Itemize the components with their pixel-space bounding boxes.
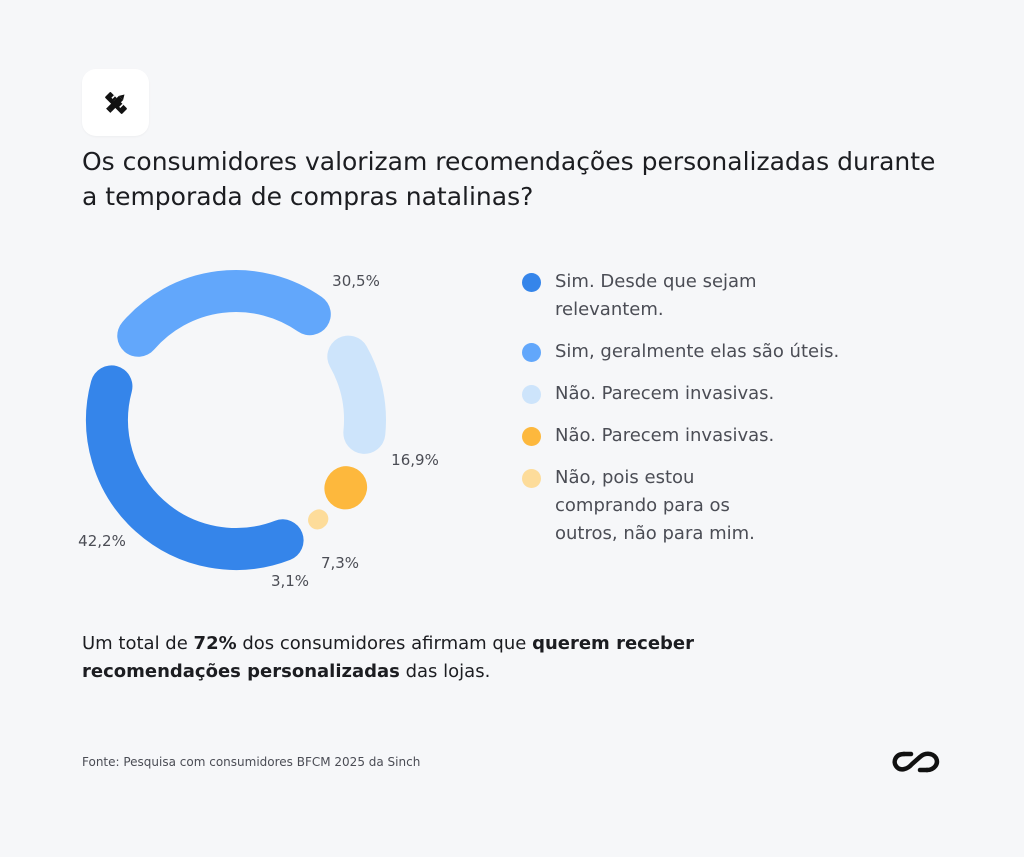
summary-highlight-text: querem receber recomendações personaliza…: [82, 633, 695, 682]
summary-middle: dos consumidores afirmam que: [236, 633, 533, 654]
legend-label: Sim, geralmente elas são úteis.: [555, 341, 840, 362]
donut-slice: [117, 270, 331, 357]
legend-item: Não. Parecem invasivas.: [522, 380, 942, 408]
slice-value-label: 30,5%: [332, 272, 380, 290]
source-note: Fonte: Pesquisa com consumidores BFCM 20…: [82, 755, 421, 769]
slice-value-label: 3,1%: [271, 572, 309, 590]
legend-item: Não. Parecem invasivas.: [522, 422, 942, 450]
legend-item: Sim, geralmente elas são úteis.: [522, 338, 942, 366]
summary-prefix: Um total de: [82, 633, 194, 654]
legend-swatch: [522, 343, 541, 362]
page-title: Os consumidores valorizam recomendações …: [82, 147, 936, 211]
header-icon-tile: [82, 69, 149, 136]
legend-label: Não, pois estou comprando para os outros…: [555, 467, 755, 544]
legend-item: Não, pois estou comprando para os outros…: [522, 464, 785, 548]
legend-item: Sim. Desde que sejam relevantem.: [522, 268, 815, 324]
legend-label: Sim. Desde que sejam relevantem.: [555, 271, 757, 320]
chart-legend: Sim. Desde que sejam relevantem. Sim, ger…: [522, 268, 942, 548]
slice-value-label: 16,9%: [391, 451, 439, 469]
legend-swatch: [522, 469, 541, 488]
summary-suffix: das lojas.: [399, 661, 491, 682]
pencil-ruler-icon: [104, 91, 127, 114]
summary-highlight-pct: 72%: [193, 633, 237, 654]
sinch-logo-icon: [892, 751, 940, 773]
summary-text: Um total de 72% dos consumidores afirmam…: [82, 630, 782, 686]
donut-chart: 42,2% 30,5% 16,9% 7,3% 3,1%: [78, 270, 439, 590]
legend-label: Não. Parecem invasivas.: [555, 383, 775, 404]
legend-swatch: [522, 385, 541, 404]
slice-value-label: 42,2%: [78, 532, 126, 550]
donut-slice: [308, 509, 329, 530]
legend-swatch: [522, 427, 541, 446]
legend-swatch: [522, 273, 541, 292]
donut-slice: [324, 466, 368, 510]
slice-value-label: 7,3%: [321, 554, 359, 572]
donut-slice: [86, 365, 304, 570]
donut-slice: [327, 335, 386, 454]
legend-label: Não. Parecem invasivas.: [555, 425, 775, 446]
